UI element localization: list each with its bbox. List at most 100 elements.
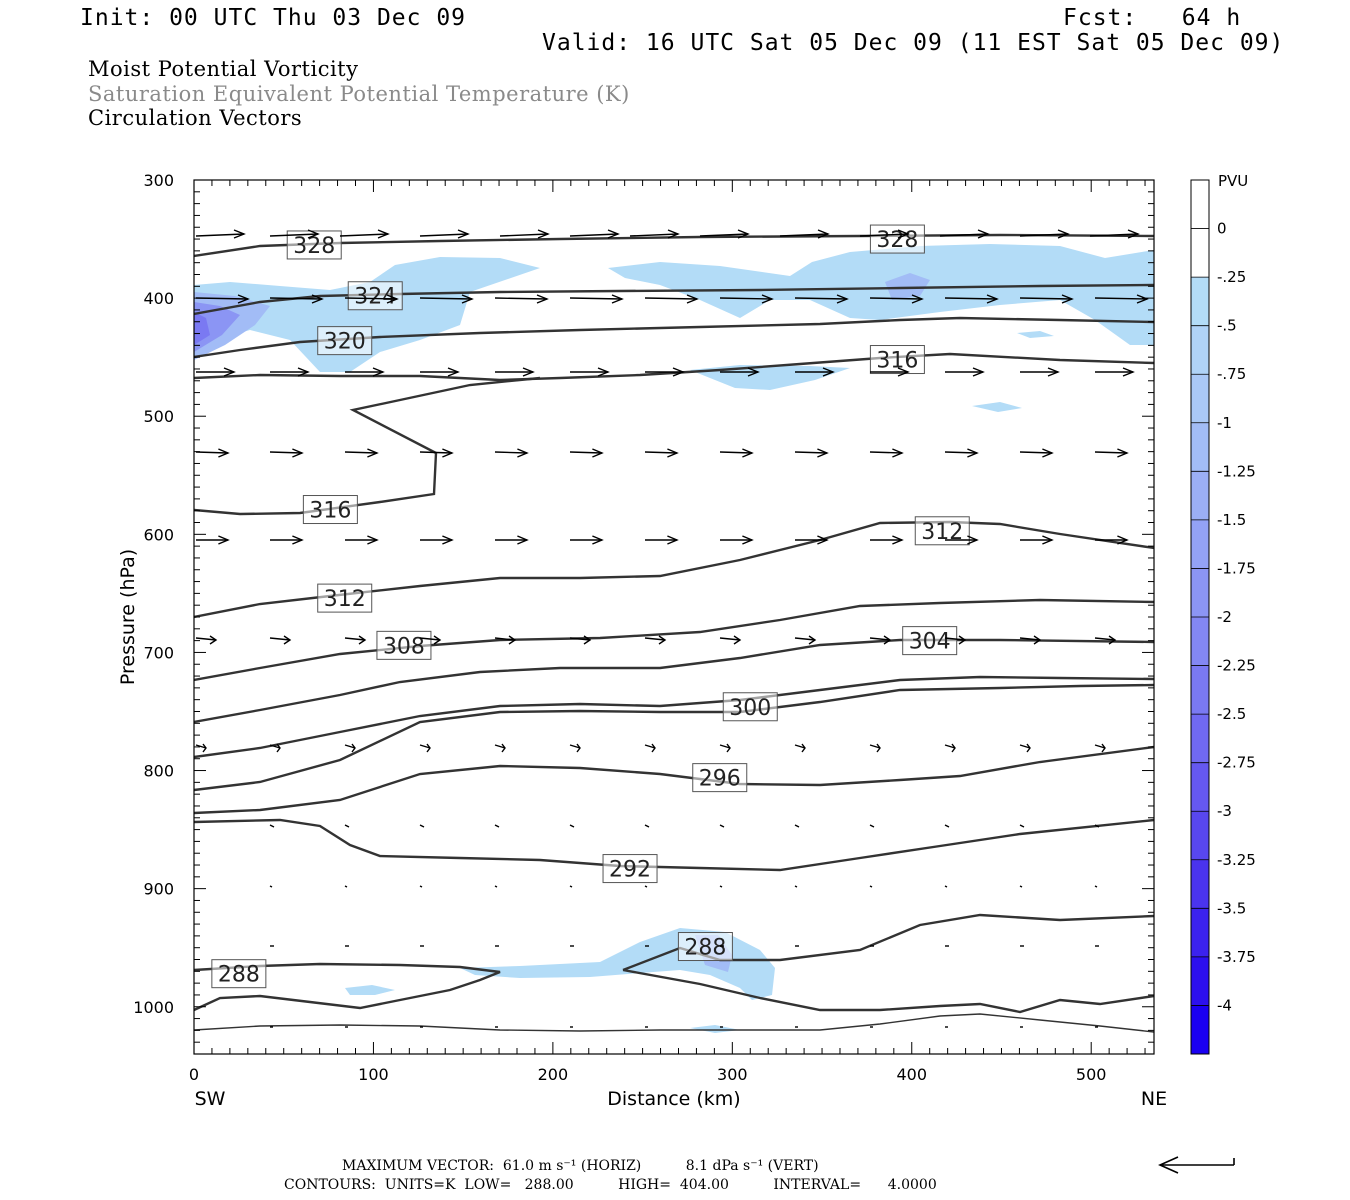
svg-text:320: 320 <box>324 330 366 355</box>
vector-arrow <box>1095 367 1135 377</box>
vector-arrow <box>794 885 798 888</box>
svg-text:292: 292 <box>609 858 651 883</box>
vector-arrow <box>1019 824 1025 828</box>
vector-arrow <box>794 824 800 828</box>
field-title-theta-es: Saturation Equivalent Potential Temperat… <box>88 82 630 106</box>
contour-label: 288 <box>677 932 733 962</box>
colorbar-swatch <box>1191 859 1209 909</box>
vector-arrow <box>719 448 754 458</box>
colorbar-label: -2.25 <box>1217 657 1256 675</box>
svg-text:328: 328 <box>876 228 918 253</box>
vector-arrow <box>269 229 320 239</box>
vector-arrow <box>945 535 979 545</box>
vector-arrow <box>1019 885 1023 888</box>
colorbar-swatch <box>1191 180 1209 230</box>
vector-arrow <box>419 229 470 239</box>
vector-arrow <box>195 229 246 239</box>
colorbar-swatch <box>1191 519 1209 569</box>
contour-line-304 <box>194 675 1154 759</box>
colorbar-label: -.25 <box>1217 268 1246 286</box>
contour-line-308 <box>194 638 1154 724</box>
vector-arrow <box>499 229 550 239</box>
vector-arrow <box>719 824 725 828</box>
svg-text:316: 316 <box>309 499 351 524</box>
pv-shading <box>194 244 1154 1033</box>
vector-arrow <box>719 743 731 753</box>
colorbar-label: -.75 <box>1217 365 1246 383</box>
contour-labels: 328 328 324 320 316 316 312 312 308 304 300 296 292 2… <box>211 224 970 989</box>
vector-arrow <box>195 448 230 458</box>
vector-arrow <box>870 535 904 545</box>
vector-arrow <box>629 229 680 239</box>
vector-arrow <box>344 885 348 888</box>
vector-arrow <box>419 448 454 458</box>
svg-text:312: 312 <box>324 587 366 612</box>
vector-arrow <box>420 367 460 377</box>
svg-text:308: 308 <box>383 634 425 659</box>
vector-arrow <box>944 635 967 645</box>
colorbar-label: -1 <box>1217 414 1232 432</box>
vector-arrow <box>870 367 910 377</box>
vector-arrow <box>569 448 604 458</box>
vector-arrow <box>644 824 650 828</box>
contour-line-300 <box>194 683 1154 792</box>
vector-arrow <box>1019 635 1042 645</box>
contour-label: 312 <box>317 583 373 613</box>
vector-arrow <box>1094 885 1098 888</box>
contour-line-284 <box>622 968 1154 1014</box>
y-tick-label: 1000 <box>133 998 174 1017</box>
colorbar-unit: PVU <box>1218 172 1248 190</box>
x-axis-title: Distance (km) <box>607 1088 740 1110</box>
x-tick-label: 200 <box>538 1065 569 1084</box>
y-axis-title: Pressure (hPa) <box>117 549 139 685</box>
vector-arrow <box>494 743 506 753</box>
init-time: Init: 00 UTC Thu 03 Dec 09 <box>80 5 467 31</box>
x-tick-label: 0 <box>189 1065 199 1084</box>
contour-label: 316 <box>302 495 358 525</box>
vector-arrow <box>1019 294 1074 304</box>
vector-arrow <box>196 535 230 545</box>
colorbar-label: -1.75 <box>1217 559 1256 577</box>
vector-arrow <box>270 367 310 377</box>
colorbar-label: -.5 <box>1217 317 1237 335</box>
colorbar-label: -4 <box>1217 996 1232 1014</box>
vector-arrow <box>344 635 367 645</box>
vector-arrow <box>569 635 592 645</box>
vector-arrow <box>644 885 648 888</box>
colorbar-label: -3.25 <box>1217 851 1256 869</box>
contour-label: 304 <box>902 626 958 656</box>
colorbar-swatch <box>1191 568 1209 618</box>
colorbar-swatch <box>1191 714 1209 764</box>
contour-line-316-upper <box>194 352 1154 382</box>
vector-arrow <box>699 229 750 239</box>
colorbar-swatch <box>1191 228 1209 278</box>
vector-arrow <box>495 367 535 377</box>
vector-arrow <box>869 294 924 304</box>
contour-label: 288 <box>211 959 267 989</box>
vector-arrow <box>869 448 904 458</box>
y-tick-label: 900 <box>143 880 174 899</box>
vector-arrow <box>569 294 624 304</box>
vector-arrow <box>570 367 610 377</box>
vector-arrow <box>494 635 517 645</box>
contour-line-312-lower <box>194 598 1154 682</box>
vector-arrow <box>779 229 830 239</box>
x-tick-label: 400 <box>896 1065 927 1084</box>
x-axis-labels: 0 100 200 300 400 500 <box>189 1065 1107 1084</box>
vector-arrow <box>345 535 379 545</box>
svg-text:288: 288 <box>218 963 260 988</box>
x-tick-label: 500 <box>1076 1065 1107 1084</box>
vector-arrow <box>944 885 948 888</box>
pv-colorbar: 0 -.25 -.5 -.75 -1 -1.25 -1.5 -1.75 -2 -2.25 -2.5 -… <box>1190 179 1256 1055</box>
colorbar-swatch <box>1191 811 1209 861</box>
svg-text:296: 296 <box>699 767 741 792</box>
vector-arrow <box>494 824 500 828</box>
vector-arrow <box>344 294 399 304</box>
svg-text:316: 316 <box>876 349 918 374</box>
contour-label: 296 <box>692 763 748 793</box>
svg-text:324: 324 <box>354 285 396 310</box>
vector-arrow <box>196 367 236 377</box>
colorbar-swatch <box>1191 325 1209 375</box>
vector-arrow <box>494 294 549 304</box>
